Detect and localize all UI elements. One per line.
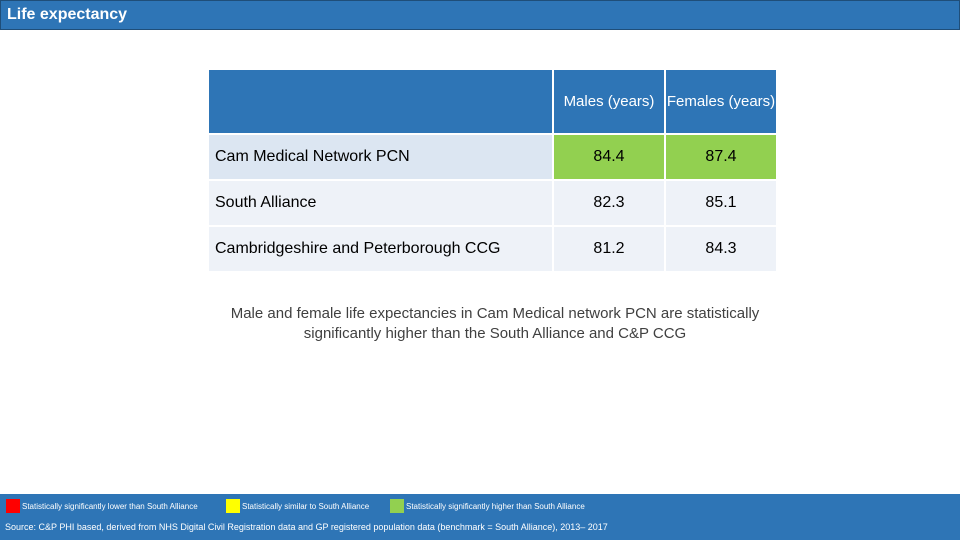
column-header-males: Males (years)	[552, 68, 666, 135]
legend-swatch-red	[6, 499, 20, 513]
legend-label: Statistically similar to South Alliance	[242, 502, 370, 511]
cell-males-value: 81.2	[552, 225, 666, 273]
page-title: Life expectancy	[7, 6, 128, 23]
source-text: Source: C&P PHI based, derived from NHS …	[5, 522, 608, 532]
row-label-cam-medical: Cam Medical Network PCN	[207, 133, 554, 181]
table-header-row: Males (years) Females (years)	[207, 68, 778, 135]
cell-females-value: 85.1	[664, 179, 778, 227]
legend-label: Statistically significantly higher than …	[406, 502, 585, 511]
cell-females-value: 87.4	[664, 133, 778, 181]
column-header-females: Females (years)	[664, 68, 778, 135]
table-row: Cam Medical Network PCN 84.4 87.4	[207, 133, 778, 181]
row-label-south-alliance: South Alliance	[207, 179, 554, 227]
cell-males-value: 84.4	[552, 133, 666, 181]
footer: Statistically significantly lower than S…	[0, 494, 960, 540]
title-bar: Life expectancy	[0, 0, 960, 30]
table-corner-cell	[207, 68, 554, 135]
legend-swatch-yellow	[226, 499, 240, 513]
row-label-ccg: Cambridgeshire and Peterborough CCG	[207, 225, 554, 273]
life-expectancy-table: Males (years) Females (years) Cam Medica…	[207, 68, 778, 273]
table-row: South Alliance 82.3 85.1	[207, 179, 778, 227]
legend-swatch-green	[390, 499, 404, 513]
cell-males-value: 82.3	[552, 179, 666, 227]
cell-females-value: 84.3	[664, 225, 778, 273]
table-row: Cambridgeshire and Peterborough CCG 81.2…	[207, 225, 778, 273]
legend-label: Statistically significantly lower than S…	[22, 502, 198, 511]
summary-note: Male and female life expectancies in Cam…	[230, 305, 760, 342]
